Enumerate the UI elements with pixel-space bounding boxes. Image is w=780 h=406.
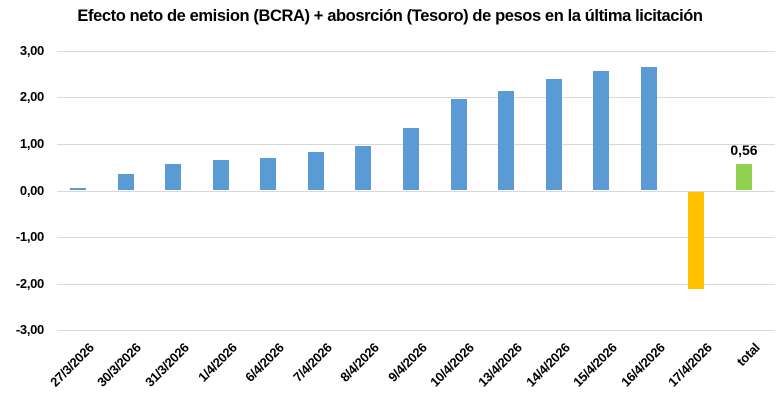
- y-axis-tick: -2,00: [15, 275, 44, 291]
- bar: [117, 173, 134, 191]
- x-axis-label: 17/4/2026: [665, 340, 716, 390]
- bar: [450, 98, 467, 191]
- x-axis-label: 30/3/2026: [94, 340, 145, 390]
- y-axis-tick: 1,00: [19, 135, 44, 151]
- x-axis-label: 14/4/2026: [522, 340, 573, 390]
- x-axis-label: 1/4/2026: [194, 340, 240, 385]
- gridline: [57, 330, 775, 332]
- bar: [498, 91, 515, 191]
- x-axis-label: 6/4/2026: [242, 340, 287, 385]
- bar: [402, 127, 419, 191]
- bar: [355, 145, 372, 191]
- x-axis-label: 27/3/2026: [47, 340, 97, 390]
- x-axis-label: 15/4/2026: [570, 340, 620, 390]
- x-axis-label: 13/4/2026: [475, 340, 525, 390]
- y-axis-tick: -1,00: [15, 229, 44, 245]
- gridline: [57, 283, 775, 285]
- bar: [212, 159, 229, 191]
- x-axis-label: 10/4/2026: [427, 340, 478, 390]
- bar: [640, 67, 657, 191]
- x-axis-label: 31/3/2026: [142, 340, 192, 390]
- chart-title: Efecto neto de emision (BCRA) + abosrció…: [77, 7, 703, 25]
- bar: [165, 164, 182, 191]
- gridline: [57, 237, 775, 239]
- x-axis-label: total: [733, 340, 763, 369]
- bar: [545, 78, 562, 191]
- bar: [688, 191, 705, 289]
- bar: [70, 187, 86, 191]
- x-axis-label: 7/4/2026: [289, 340, 335, 385]
- x-axis-label: 16/4/2026: [617, 340, 668, 390]
- gridline: [57, 97, 775, 99]
- bar: [260, 157, 277, 191]
- data-label: 0,56: [730, 142, 758, 159]
- bar: [593, 71, 610, 191]
- gridline: [57, 190, 775, 192]
- y-axis-tick: 2,00: [19, 89, 44, 105]
- x-axis-label: 9/4/2026: [384, 340, 430, 385]
- y-axis-tick: -3,00: [15, 322, 44, 338]
- y-axis-tick: 0,00: [19, 182, 44, 198]
- bar: [307, 152, 324, 191]
- y-axis-tick: 3,00: [19, 42, 44, 58]
- bar: [735, 164, 752, 191]
- gridline: [57, 50, 775, 52]
- x-axis-label: 8/4/2026: [337, 340, 383, 385]
